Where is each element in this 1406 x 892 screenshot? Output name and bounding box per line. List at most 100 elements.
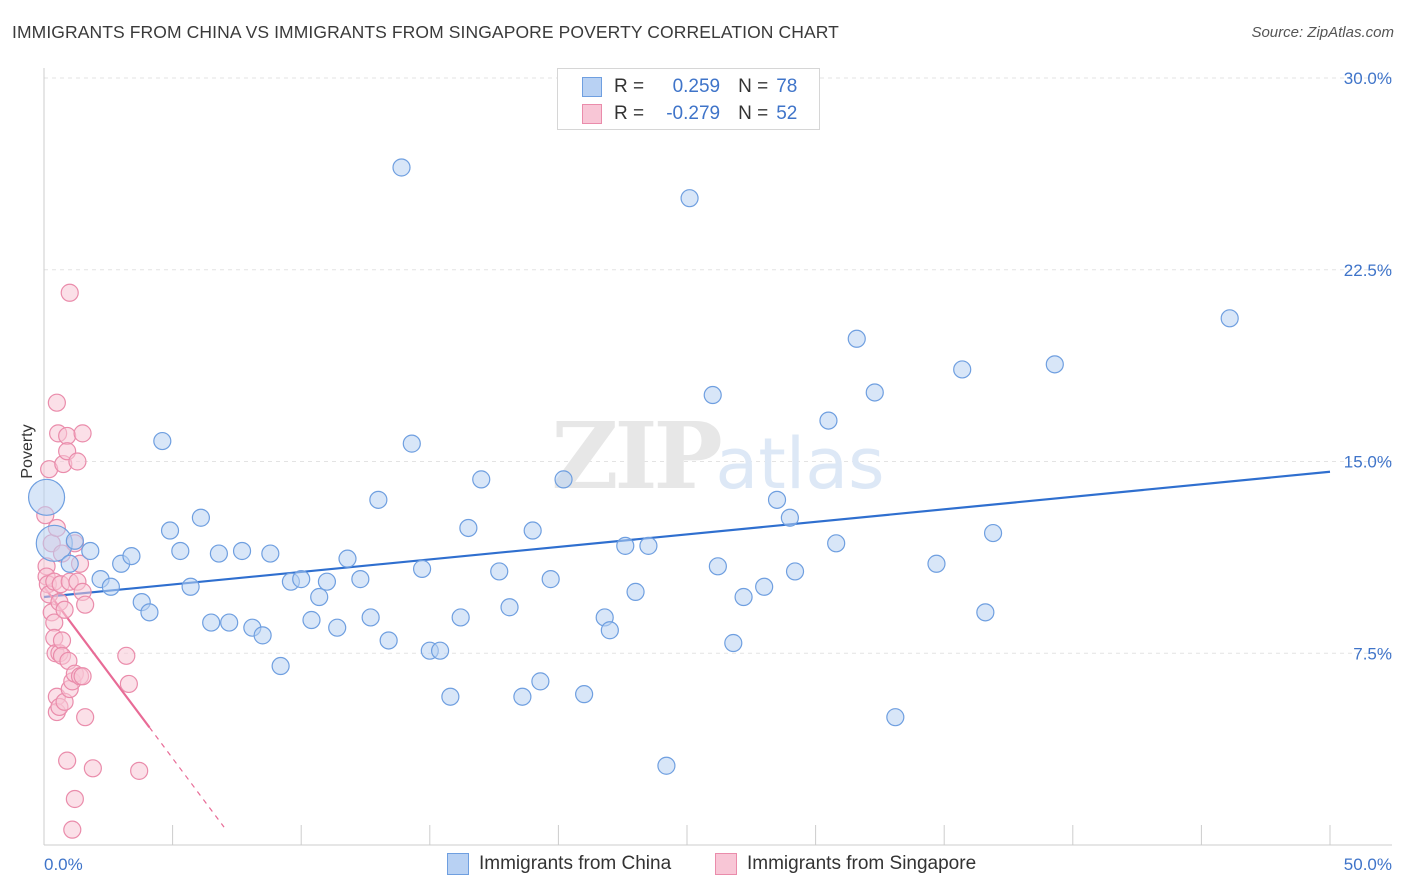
china-point (554, 470, 573, 489)
china-point (600, 621, 619, 640)
watermark-zip: ZIP (551, 402, 720, 510)
china-point (680, 189, 699, 208)
singapore-point (83, 759, 102, 778)
china-points (27, 158, 1239, 775)
singapore-legend-swatch (715, 853, 737, 875)
china-point (338, 549, 357, 568)
axes (43, 68, 1392, 846)
singapore-point (130, 761, 149, 780)
china-point (171, 541, 190, 561)
china-point (459, 518, 478, 538)
china-point (865, 383, 884, 402)
watermark: ZIP atlas (551, 402, 884, 510)
china-point (122, 546, 141, 566)
china-point (392, 158, 411, 177)
china-point (202, 613, 221, 632)
china-point (927, 554, 946, 573)
china-legend-swatch (447, 853, 469, 875)
singapore-trend-extension (148, 727, 225, 828)
x-tick-label-min: 0.0% (44, 855, 83, 874)
china-point (81, 541, 100, 561)
china-point (271, 656, 290, 676)
china-point (60, 554, 79, 573)
china-point (160, 521, 180, 540)
china-point (616, 536, 635, 555)
china-swatch (582, 77, 602, 97)
watermark-atlas: atlas (715, 423, 884, 505)
china-point (317, 572, 337, 591)
y-axis-title: Poverty (19, 424, 36, 478)
china-point (402, 434, 421, 453)
china-point (140, 603, 159, 622)
china-point (755, 577, 774, 596)
china-point (575, 685, 594, 704)
china-point (369, 490, 388, 509)
china-point (785, 562, 805, 581)
china-point (191, 508, 210, 527)
singapore-point (52, 631, 72, 650)
gridlines (44, 77, 1392, 654)
china-point (523, 521, 542, 540)
china-point (412, 559, 432, 578)
china-point (65, 531, 84, 550)
singapore-point (76, 595, 95, 614)
r-label: R = (614, 76, 645, 97)
china-point (328, 618, 347, 637)
stats-legend: R = 0.259 N = 78 R = -0.279 N = 52 (557, 68, 820, 130)
singapore-point (58, 426, 77, 446)
trend-lines (43, 470, 1331, 828)
legend-row-china: R = 0.259 N = 78 (582, 74, 797, 100)
china-point (500, 598, 519, 617)
legend-row-singapore: R = -0.279 N = 52 (582, 101, 797, 127)
singapore-point (76, 708, 95, 727)
singapore-legend-label: Immigrants from Singapore (747, 853, 977, 874)
singapore-point (73, 667, 92, 686)
tick-labels: 7.5% 15.0% 22.5% 30.0% 0.0% 50.0% Poverty (19, 69, 1392, 874)
singapore-point (73, 424, 92, 443)
china-point (490, 562, 509, 581)
china-point (657, 756, 676, 775)
singapore-point (60, 283, 79, 302)
china-point (767, 490, 787, 509)
china-point (953, 360, 972, 379)
singapore-r-value: -0.279 (666, 103, 721, 124)
china-r-value: 0.259 (672, 76, 721, 97)
china-legend-label: Immigrants from China (479, 853, 672, 874)
china-point (734, 587, 753, 607)
china-point (232, 541, 252, 561)
china-point (983, 523, 1003, 543)
china-point (827, 534, 846, 553)
china-point (310, 587, 329, 607)
chart-title: IMMIGRANTS FROM CHINA VS IMMIGRANTS FROM… (12, 22, 839, 42)
china-point (351, 570, 370, 589)
china-point (541, 570, 560, 589)
china-n-value: 78 (776, 76, 798, 97)
singapore-point (65, 789, 84, 809)
singapore-point (117, 646, 136, 665)
singapore-point (119, 674, 138, 694)
china-point (626, 582, 645, 601)
china-point (1045, 355, 1064, 374)
n-label: N = (738, 103, 769, 124)
legend-item-singapore[interactable]: Immigrants from Singapore (715, 851, 976, 877)
china-trend-line (43, 470, 1331, 599)
china-point (292, 570, 311, 589)
china-point (441, 687, 460, 706)
singapore-point (58, 751, 77, 770)
china-point (430, 641, 450, 660)
singapore-n-value: 52 (776, 103, 798, 124)
china-point (886, 708, 905, 727)
china-point (639, 536, 658, 555)
china-point (1220, 309, 1239, 328)
china-point (708, 557, 727, 576)
china-point (361, 608, 380, 627)
china-point (847, 329, 866, 348)
china-point (261, 544, 280, 563)
legend-item-china[interactable]: Immigrants from China (447, 851, 671, 877)
china-point (976, 603, 995, 622)
x-tick-label-max: 50.0% (1344, 855, 1392, 874)
china-point (531, 672, 550, 691)
china-point (27, 478, 66, 516)
china-point (181, 577, 200, 596)
